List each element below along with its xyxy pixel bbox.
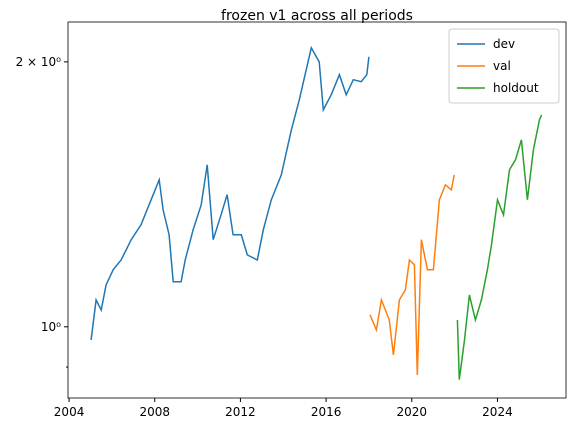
y-tick-label: 2 × 10⁰ (16, 55, 62, 69)
x-tick-label: 2004 (54, 405, 85, 419)
x-tick-label: 2016 (311, 405, 342, 419)
legend-box (448, 28, 560, 104)
series-line (369, 174, 455, 375)
series-line (90, 45, 370, 341)
y-tick-label: 10⁰ (41, 320, 61, 334)
chart-title: frozen v1 across all periods (221, 8, 413, 24)
legend-label: val (493, 59, 511, 73)
x-tick-label: 2024 (482, 405, 513, 419)
series-line (456, 114, 543, 380)
plot-frame (67, 21, 567, 399)
legend-label: dev (493, 37, 515, 51)
legend-label: holdout (493, 81, 539, 95)
x-tick-label: 2008 (139, 405, 170, 419)
x-tick-label: 2020 (397, 405, 428, 419)
x-tick-label: 2012 (225, 405, 256, 419)
